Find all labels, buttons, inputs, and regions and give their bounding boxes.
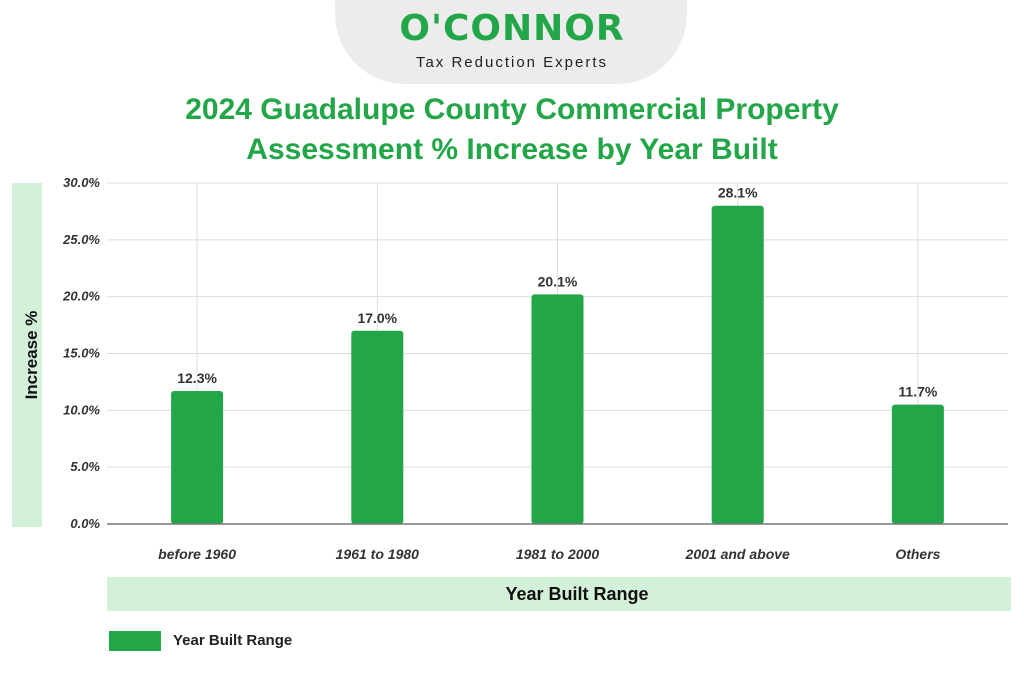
bar [711, 205, 764, 524]
bar-value-label: 17.0% [357, 310, 397, 326]
bar [171, 391, 224, 524]
bar [351, 330, 404, 524]
brand-logo: O'CONNOR [399, 8, 625, 49]
bar-value-label: 20.1% [538, 273, 578, 289]
x-tick-label: Others [895, 546, 940, 562]
x-tick-label: 2001 and above [685, 546, 790, 562]
y-tick-label: 15.0% [63, 346, 100, 361]
legend-label: Year Built Range [173, 632, 293, 649]
brand-tagline: Tax Reduction Experts [415, 54, 609, 71]
x-tick-label: before 1960 [158, 546, 236, 562]
logo-tab [335, 0, 687, 84]
bar [891, 404, 944, 524]
bar-value-label: 12.3% [177, 370, 217, 386]
x-tick-label: 1981 to 2000 [516, 546, 599, 562]
bar-value-label: 11.7% [898, 384, 937, 400]
y-tick-label: 5.0% [70, 459, 100, 474]
bar [531, 294, 584, 524]
chart-title-line-2: Assessment % Increase by Year Built [246, 133, 778, 166]
y-tick-label: 30.0% [63, 175, 100, 190]
y-tick-label: 0.0% [70, 516, 100, 531]
y-tick-label: 20.0% [62, 289, 100, 304]
x-axis-label: Year Built Range [505, 584, 649, 604]
x-axis-label-band [107, 577, 1011, 611]
bar-value-label: 28.1% [718, 185, 758, 201]
chart-title-line-1: 2024 Guadalupe County Commercial Propert… [185, 93, 839, 126]
y-axis-label-band [12, 183, 42, 527]
legend-swatch [109, 631, 161, 651]
x-tick-label: 1961 to 1980 [336, 546, 419, 562]
y-tick-label: 10.0% [63, 402, 100, 417]
y-tick-label: 25.0% [62, 232, 100, 247]
chart-title: 2024 Guadalupe County Commercial Propert… [100, 90, 924, 170]
